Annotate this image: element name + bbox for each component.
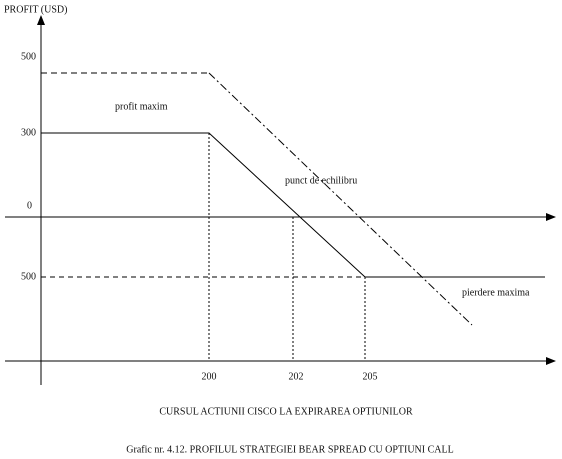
y-label: 500 — [21, 51, 36, 62]
annotation: profit maxim — [115, 101, 168, 112]
annotation: pierdere maxima — [462, 287, 530, 298]
axes — [5, 15, 556, 385]
y-label: 300 — [21, 127, 36, 138]
lines — [41, 72, 545, 361]
annotation: punct de echilibru — [285, 175, 357, 186]
x-label: 205 — [363, 371, 378, 382]
y-label: 0 — [27, 200, 32, 211]
profit-line — [41, 132, 545, 278]
x-title: CURSUL ACTIUNII CISCO LA EXPIRAREA OPTIU… — [159, 406, 413, 417]
x-label: 202 — [289, 371, 304, 382]
y-label: 500 — [21, 271, 36, 282]
dash-dot-line — [208, 72, 473, 326]
caption: Grafic nr. 4.12. PROFILUL STRATEGIEI BEA… — [126, 444, 453, 455]
y-title: PROFIT (USD) — [4, 4, 67, 15]
x-label: 200 — [202, 371, 217, 382]
